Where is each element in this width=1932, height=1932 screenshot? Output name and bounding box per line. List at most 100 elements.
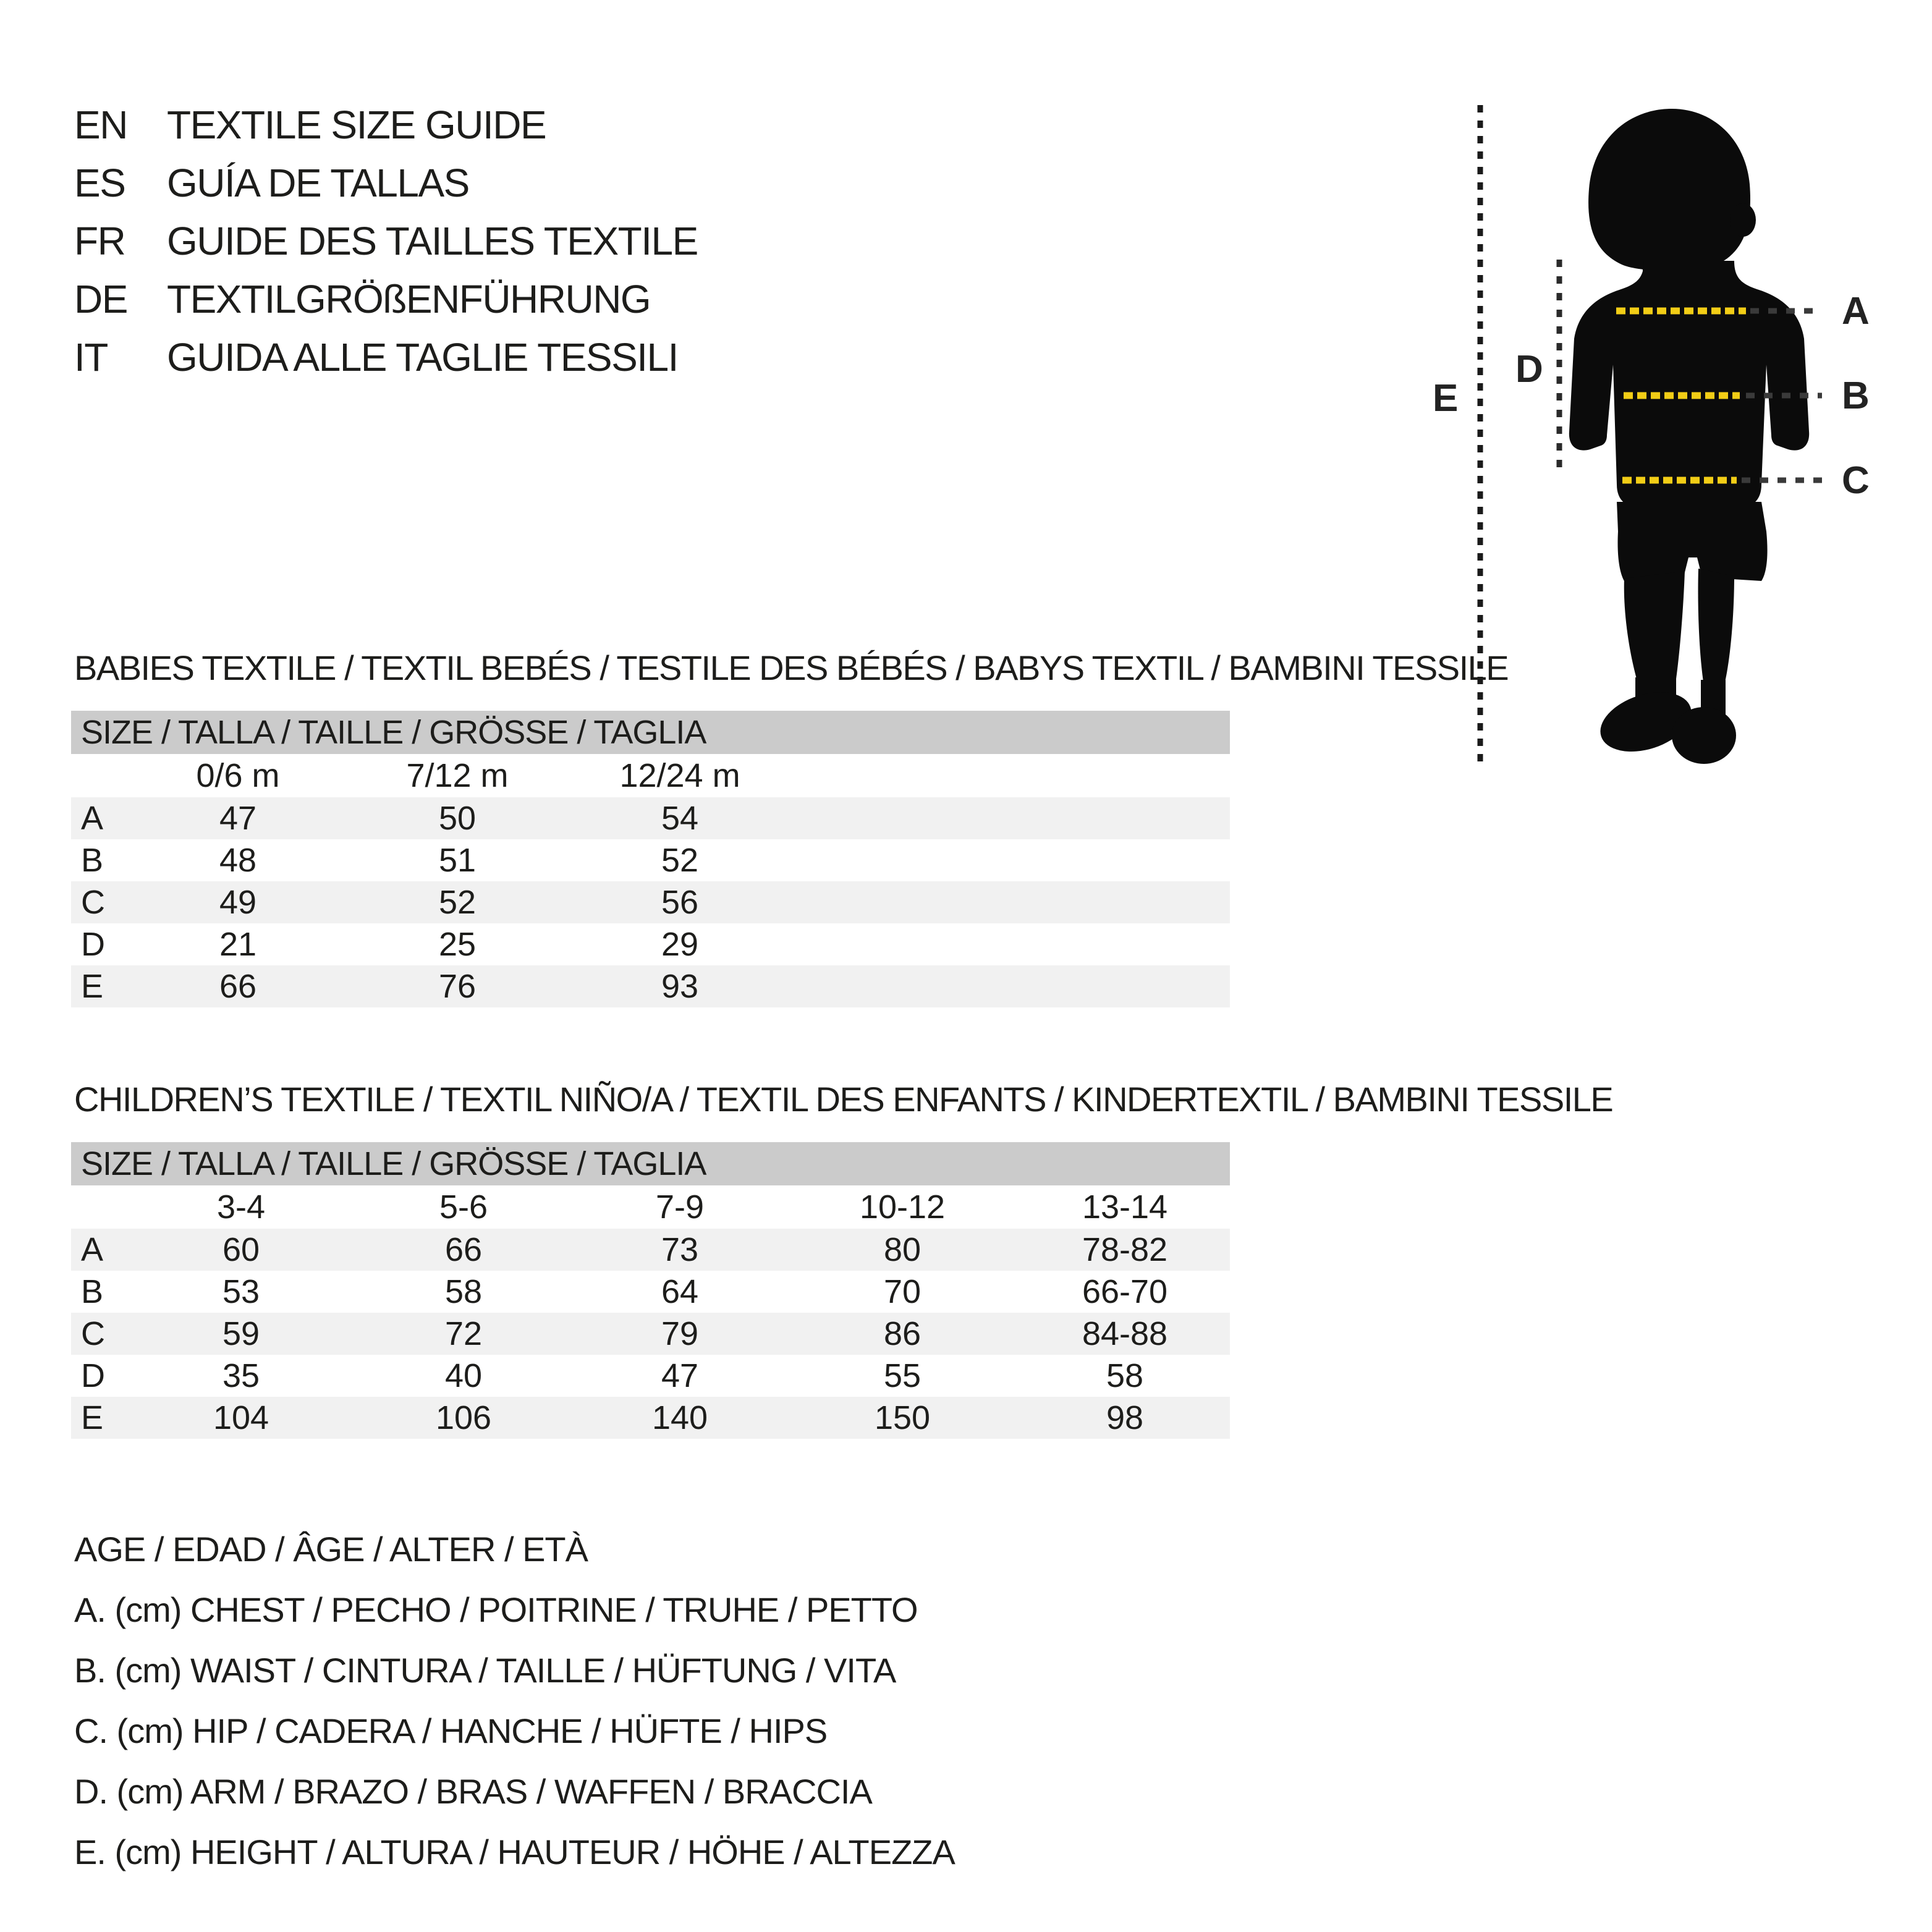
lang-row-de: DE TEXTILGRÖßENFÜHRUNG [74, 270, 698, 328]
cell-value: 48 [219, 842, 257, 879]
label-waist-b: B [1842, 375, 1870, 417]
children-size-table: SIZE / TALLA / TAILLE / GRÖSSE / TAGLIA … [71, 1142, 1230, 1439]
legend-arm: D. (cm) ARM / BRAZO / BRAS / WAFFEN / BR… [74, 1771, 873, 1811]
babies-table-header-band: SIZE / TALLA / TAILLE / GRÖSSE / TAGLIA [71, 711, 1230, 754]
row-label: D [81, 1357, 105, 1394]
legend-height: E. (cm) HEIGHT / ALTURA / HAUTEUR / HÖHE… [74, 1832, 955, 1871]
cell-value: 59 [222, 1315, 260, 1352]
cell-value: 150 [874, 1399, 931, 1436]
row-label: B [81, 842, 104, 879]
table-row: B 53 58 64 70 66-70 [71, 1271, 1230, 1313]
silhouette-shirt [1569, 261, 1810, 508]
legend-hip: C. (cm) HIP / CADERA / HANCHE / HÜFTE / … [74, 1711, 828, 1750]
cell-value: 104 [213, 1399, 269, 1436]
lang-code: ES [74, 161, 126, 205]
table-row: C 59 72 79 86 84-88 [71, 1313, 1230, 1355]
silhouette-right-leg [1698, 569, 1734, 690]
cell-value: 52 [661, 842, 699, 879]
column-header: 0/6 m [196, 757, 280, 794]
babies-column-header-row: 0/6 m 7/12 m 12/24 m [71, 754, 1230, 797]
label-height-e: E [1433, 377, 1458, 420]
silhouette-right-shoe [1672, 707, 1736, 764]
cell-value: 47 [661, 1357, 699, 1394]
column-header: 10-12 [859, 1188, 946, 1226]
cell-value: 54 [661, 800, 699, 837]
row-label: A [81, 800, 104, 837]
cell-value: 66 [219, 968, 257, 1005]
silhouette-left-shoe [1600, 692, 1692, 752]
cell-value: 35 [222, 1357, 260, 1394]
cell-value: 40 [444, 1357, 483, 1394]
row-label: E [81, 1399, 104, 1436]
lang-code: IT [74, 335, 108, 379]
table-row: C 49 52 56 [71, 881, 1230, 923]
cell-value: 106 [435, 1399, 492, 1436]
column-header: 3-4 [216, 1188, 266, 1226]
cell-value: 70 [883, 1273, 922, 1310]
cell-value: 21 [219, 926, 257, 963]
lang-row-en: EN TEXTILE SIZE GUIDE [74, 96, 698, 154]
lang-row-it: IT GUIDA ALLE TAGLIE TESSILI [74, 328, 698, 386]
row-label: E [81, 968, 104, 1005]
silhouette-head [1588, 108, 1751, 271]
silhouette-ear [1730, 203, 1756, 237]
table-row: D 35 40 47 55 58 [71, 1355, 1230, 1397]
column-header: 5-6 [439, 1188, 488, 1226]
lang-code: EN [74, 103, 128, 147]
cell-value: 49 [219, 884, 257, 921]
cell-value: 50 [438, 800, 477, 837]
cell-value: 64 [661, 1273, 699, 1310]
lang-code: FR [74, 219, 126, 263]
page-title-es: GUÍA DE TALLAS [167, 161, 470, 205]
babies-size-table: SIZE / TALLA / TAILLE / GRÖSSE / TAGLIA … [71, 711, 1230, 1007]
cell-value: 80 [883, 1231, 922, 1268]
label-arm-d: D [1515, 348, 1543, 391]
page-title: TEXTILE SIZE GUIDE [167, 103, 547, 147]
babies-section-title: BABIES TEXTILE / TEXTIL BEBÉS / TESTILE … [74, 648, 1509, 687]
legend-waist: B. (cm) WAIST / CINTURA / TAILLE / HÜFTU… [74, 1650, 896, 1690]
cell-value: 53 [222, 1273, 260, 1310]
measurement-figure: A B C D E [1433, 105, 1870, 769]
cell-value: 52 [438, 884, 477, 921]
row-label: A [81, 1231, 104, 1268]
page-title-de: TEXTILGRÖßENFÜHRUNG [167, 277, 651, 321]
cell-value: 73 [661, 1231, 699, 1268]
measurement-legend: AGE / EDAD / ÂGE / ALTER / ETÀ A. (cm) C… [74, 1519, 955, 1882]
cell-value: 66-70 [1082, 1273, 1168, 1310]
table-row: D 21 25 29 [71, 923, 1230, 965]
row-label: C [81, 1315, 105, 1352]
cell-value: 25 [438, 926, 477, 963]
cell-value: 51 [438, 842, 477, 879]
lang-code: DE [74, 277, 128, 321]
cell-value: 79 [661, 1315, 699, 1352]
cell-value: 93 [661, 968, 699, 1005]
lang-row-es: ES GUÍA DE TALLAS [74, 154, 698, 212]
silhouette-left-leg [1624, 571, 1685, 687]
language-title-block: EN TEXTILE SIZE GUIDE ES GUÍA DE TALLAS … [74, 96, 698, 386]
cell-value: 60 [222, 1231, 260, 1268]
cell-value: 98 [1106, 1399, 1144, 1436]
table-row: B 48 51 52 [71, 839, 1230, 881]
cell-value: 78-82 [1082, 1231, 1168, 1268]
cell-value: 58 [444, 1273, 483, 1310]
cell-value: 76 [438, 968, 477, 1005]
page-title-fr: GUIDE DES TAILLES TEXTILE [167, 219, 698, 263]
children-table-header-band: SIZE / TALLA / TAILLE / GRÖSSE / TAGLIA [71, 1142, 1230, 1185]
table-row: A 47 50 54 [71, 797, 1230, 839]
column-header: 13-14 [1082, 1188, 1168, 1226]
cell-value: 72 [444, 1315, 483, 1352]
legend-chest: A. (cm) CHEST / PECHO / POITRINE / TRUHE… [74, 1590, 918, 1629]
column-header: 12/24 m [619, 757, 740, 794]
cell-value: 86 [883, 1315, 922, 1352]
cell-value: 56 [661, 884, 699, 921]
row-label: C [81, 884, 105, 921]
cell-value: 66 [444, 1231, 483, 1268]
cell-value: 84-88 [1082, 1315, 1168, 1352]
column-header: 7/12 m [406, 757, 509, 794]
row-label: D [81, 926, 105, 963]
cell-value: 47 [219, 800, 257, 837]
label-hip-c: C [1842, 459, 1870, 502]
page-title-it: GUIDA ALLE TAGLIE TESSILI [167, 335, 679, 379]
column-header: 7-9 [655, 1188, 705, 1226]
table-row: E 104 106 140 150 98 [71, 1397, 1230, 1439]
